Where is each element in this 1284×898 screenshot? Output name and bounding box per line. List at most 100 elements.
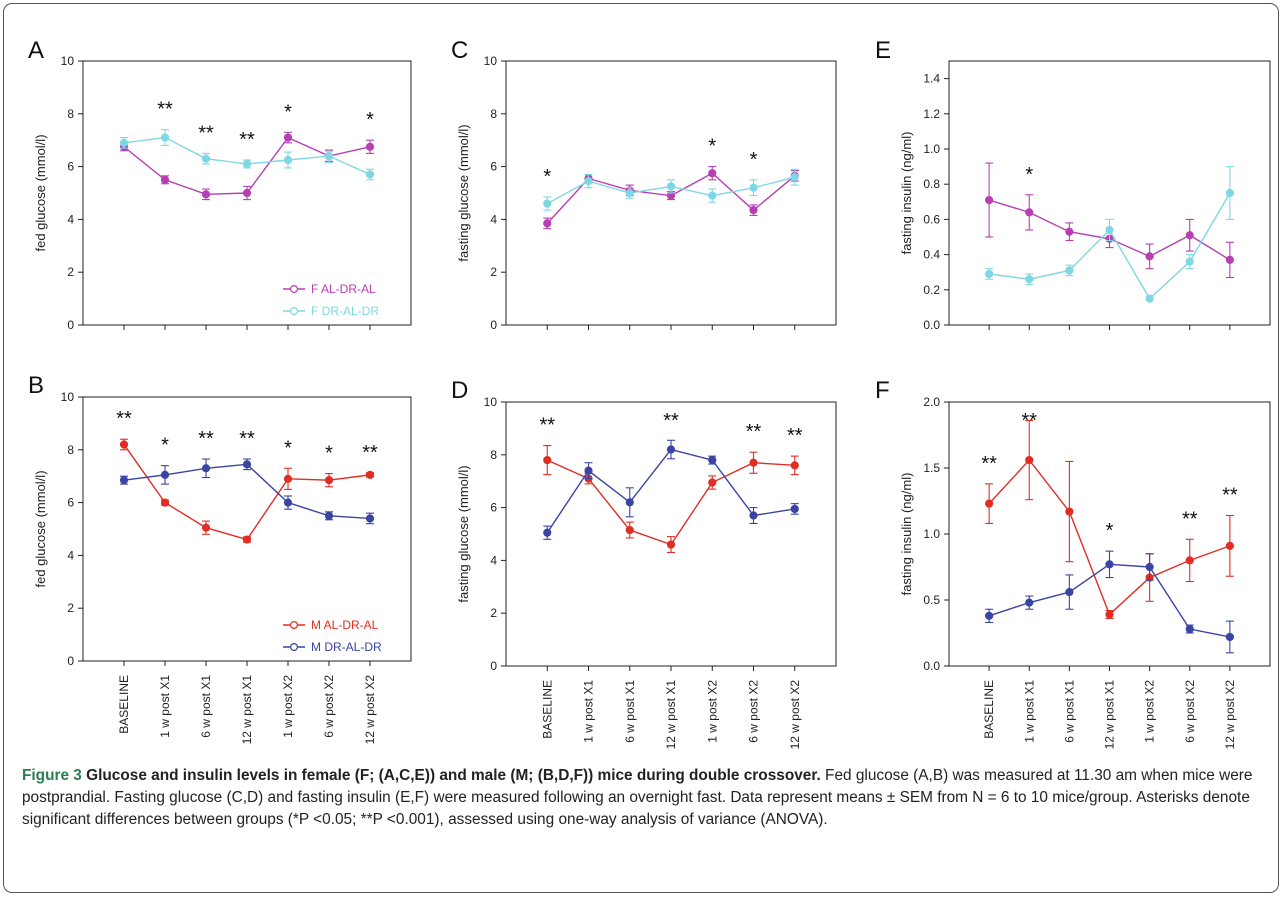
panel-c-significance-marker: *	[708, 136, 716, 158]
panel-d-series-0-point	[708, 478, 717, 487]
panel-f-series-1-point	[1145, 562, 1154, 572]
panel-f-significance-marker: **	[1182, 508, 1198, 530]
panel-a-series-1-point	[365, 170, 375, 179]
panel-c-ytick-label: 0	[490, 318, 497, 332]
panel-a-legend-label: F AL-DR-AL	[311, 282, 376, 296]
panel-a-significance-marker: **	[157, 99, 173, 121]
panel-d-xtick-label: BASELINE	[540, 680, 554, 739]
panel-d-letter: D	[451, 377, 468, 404]
panel-d-ytick-label: 8	[490, 448, 497, 462]
panel-a-ytick-label: 4	[67, 212, 74, 226]
panel-d-ytick-label: 0	[490, 659, 497, 673]
panel-f-series-1-point	[1225, 632, 1234, 642]
panel-c-letter: C	[451, 37, 468, 64]
panel-f-letter: F	[875, 377, 890, 404]
panel-e-series-1-point	[1225, 188, 1234, 198]
panel-d-ytick-label: 10	[484, 395, 498, 409]
panel-c-ytick-label: 8	[490, 107, 497, 121]
panel-f-xtick-label: 6 w post X1	[1062, 680, 1076, 743]
panel-f-significance-marker: *	[1106, 520, 1114, 542]
panel-d-xtick-label: 6 w post X1	[623, 680, 637, 743]
panel-f-series-0-point	[1105, 610, 1114, 619]
panel-b-significance-marker: *	[284, 437, 292, 459]
panel-b-significance-marker: **	[239, 428, 255, 450]
panel-d-significance-marker: **	[663, 410, 679, 432]
panel-e-series-1-point	[985, 269, 994, 279]
panel-e-ytick-label: 0.8	[923, 177, 940, 191]
panel-e-series-1-point	[1025, 275, 1034, 284]
panel-c-series-0-point	[708, 169, 717, 178]
panel-e-letter: E	[875, 37, 891, 64]
panel-b-legend-swatch-marker	[290, 620, 299, 629]
panel-a-series-0-point	[242, 188, 252, 198]
panel-e-ytick-label: 0.2	[923, 283, 940, 297]
panel-f-xtick-label: 1 w post X2	[1143, 680, 1157, 743]
panel-b-legend-swatch-marker	[290, 642, 299, 651]
panel-f-xtick-label: 6 w post X2	[1183, 680, 1197, 743]
panel-d-series-0-point	[625, 525, 634, 535]
panel-d-series-1-point	[666, 445, 676, 454]
panel-b-legend-label: M DR-AL-DR	[311, 640, 382, 654]
caption-title: Glucose and insulin levels in female (F;…	[86, 767, 821, 784]
panel-a-series-1-point	[119, 138, 129, 147]
panel-e-series-1-point	[1185, 257, 1194, 266]
panel-a-series-0-point	[283, 133, 293, 142]
panel-d-ytick-label: 4	[490, 553, 497, 567]
panel-c-series-0-point	[749, 206, 758, 215]
panel-b-xtick-label: 6 w post X2	[322, 675, 336, 738]
panel-a-legend-swatch-marker	[290, 285, 299, 294]
panel-f-ytick-label: 0.0	[923, 659, 940, 673]
panel-a-series-1-point	[201, 154, 211, 163]
panel-b-series-0-point	[324, 476, 334, 485]
panel-e-plot-frame	[948, 60, 1271, 326]
panel-e-ylabel: fasting insulin (ng/ml)	[899, 132, 914, 255]
panel-b-ylabel: fed glucose (mmol/l)	[33, 470, 48, 587]
panel-d-series-1-point	[584, 466, 593, 475]
panel-d-significance-marker: **	[787, 425, 803, 447]
figure-frame	[3, 3, 1279, 893]
panel-e-ytick-label: 1.0	[923, 142, 940, 156]
figure-label: Figure 3	[22, 767, 82, 784]
panel-f-series-1-point	[985, 611, 994, 620]
panel-c-ylabel: fasting glucose (mmol/l)	[456, 124, 471, 261]
panel-e-series-1-point	[1065, 266, 1074, 275]
panel-e-series-1-point	[1145, 294, 1154, 303]
panel-a-legend-label: F DR-AL-DR	[311, 304, 379, 318]
panel-b-series-1-point	[201, 464, 211, 473]
panel-b-xtick-label: 12 w post X1	[240, 675, 254, 745]
panel-b-series-0-point	[365, 470, 375, 479]
panel-f-ytick-label: 1.0	[923, 527, 940, 541]
panel-e-series-0-point	[1065, 227, 1074, 236]
panel-f-series-1-point	[1105, 560, 1114, 569]
panel-f-series-0-point	[1065, 507, 1074, 516]
panel-c-series-1-point	[666, 182, 676, 191]
panel-d-series-1-line	[546, 448, 795, 534]
caption-body: Fed glucose (A,B) was measured at 11.30 …	[22, 767, 1253, 828]
panel-f-xtick-label: 1 w post X1	[1022, 680, 1036, 743]
panel-d-series-0-point	[749, 458, 758, 467]
panel-b-legend-label: M AL-DR-AL	[311, 618, 379, 632]
panel-a-series-1-point	[242, 159, 252, 169]
panel-a-series-1-point	[283, 155, 293, 165]
panel-e-series-0-point	[1145, 252, 1154, 261]
panel-b-series-1-point	[283, 498, 293, 507]
panel-b-series-0-point	[283, 474, 293, 483]
panel-f-ytick-label: 0.5	[923, 593, 940, 607]
panel-b-xtick-label: 12 w post X2	[363, 675, 377, 745]
panel-d-xtick-label: 12 w post X2	[788, 680, 802, 750]
panel-f-xtick-label: BASELINE	[982, 680, 996, 739]
panel-f-xtick-label: 12 w post X2	[1223, 680, 1237, 750]
panel-e-series-0-point	[1025, 208, 1034, 217]
panel-b-ytick-label: 2	[67, 601, 74, 615]
panel-b-ytick-label: 6	[67, 496, 74, 510]
panel-c-ytick-label: 4	[490, 212, 497, 226]
panel-a-legend-swatch-marker	[290, 307, 299, 316]
panel-d-xtick-label: 6 w post X2	[747, 680, 761, 743]
panel-a-ytick-label: 6	[67, 160, 74, 174]
panel-d-significance-marker: **	[746, 421, 762, 443]
panel-a-ytick-label: 0	[67, 318, 74, 332]
panel-c-series-1-point	[749, 183, 758, 192]
panel-e-series-0-point	[1225, 255, 1234, 264]
panel-f-ylabel: fasting insulin (ng/ml)	[899, 473, 914, 596]
panel-b-significance-marker: *	[161, 435, 169, 457]
